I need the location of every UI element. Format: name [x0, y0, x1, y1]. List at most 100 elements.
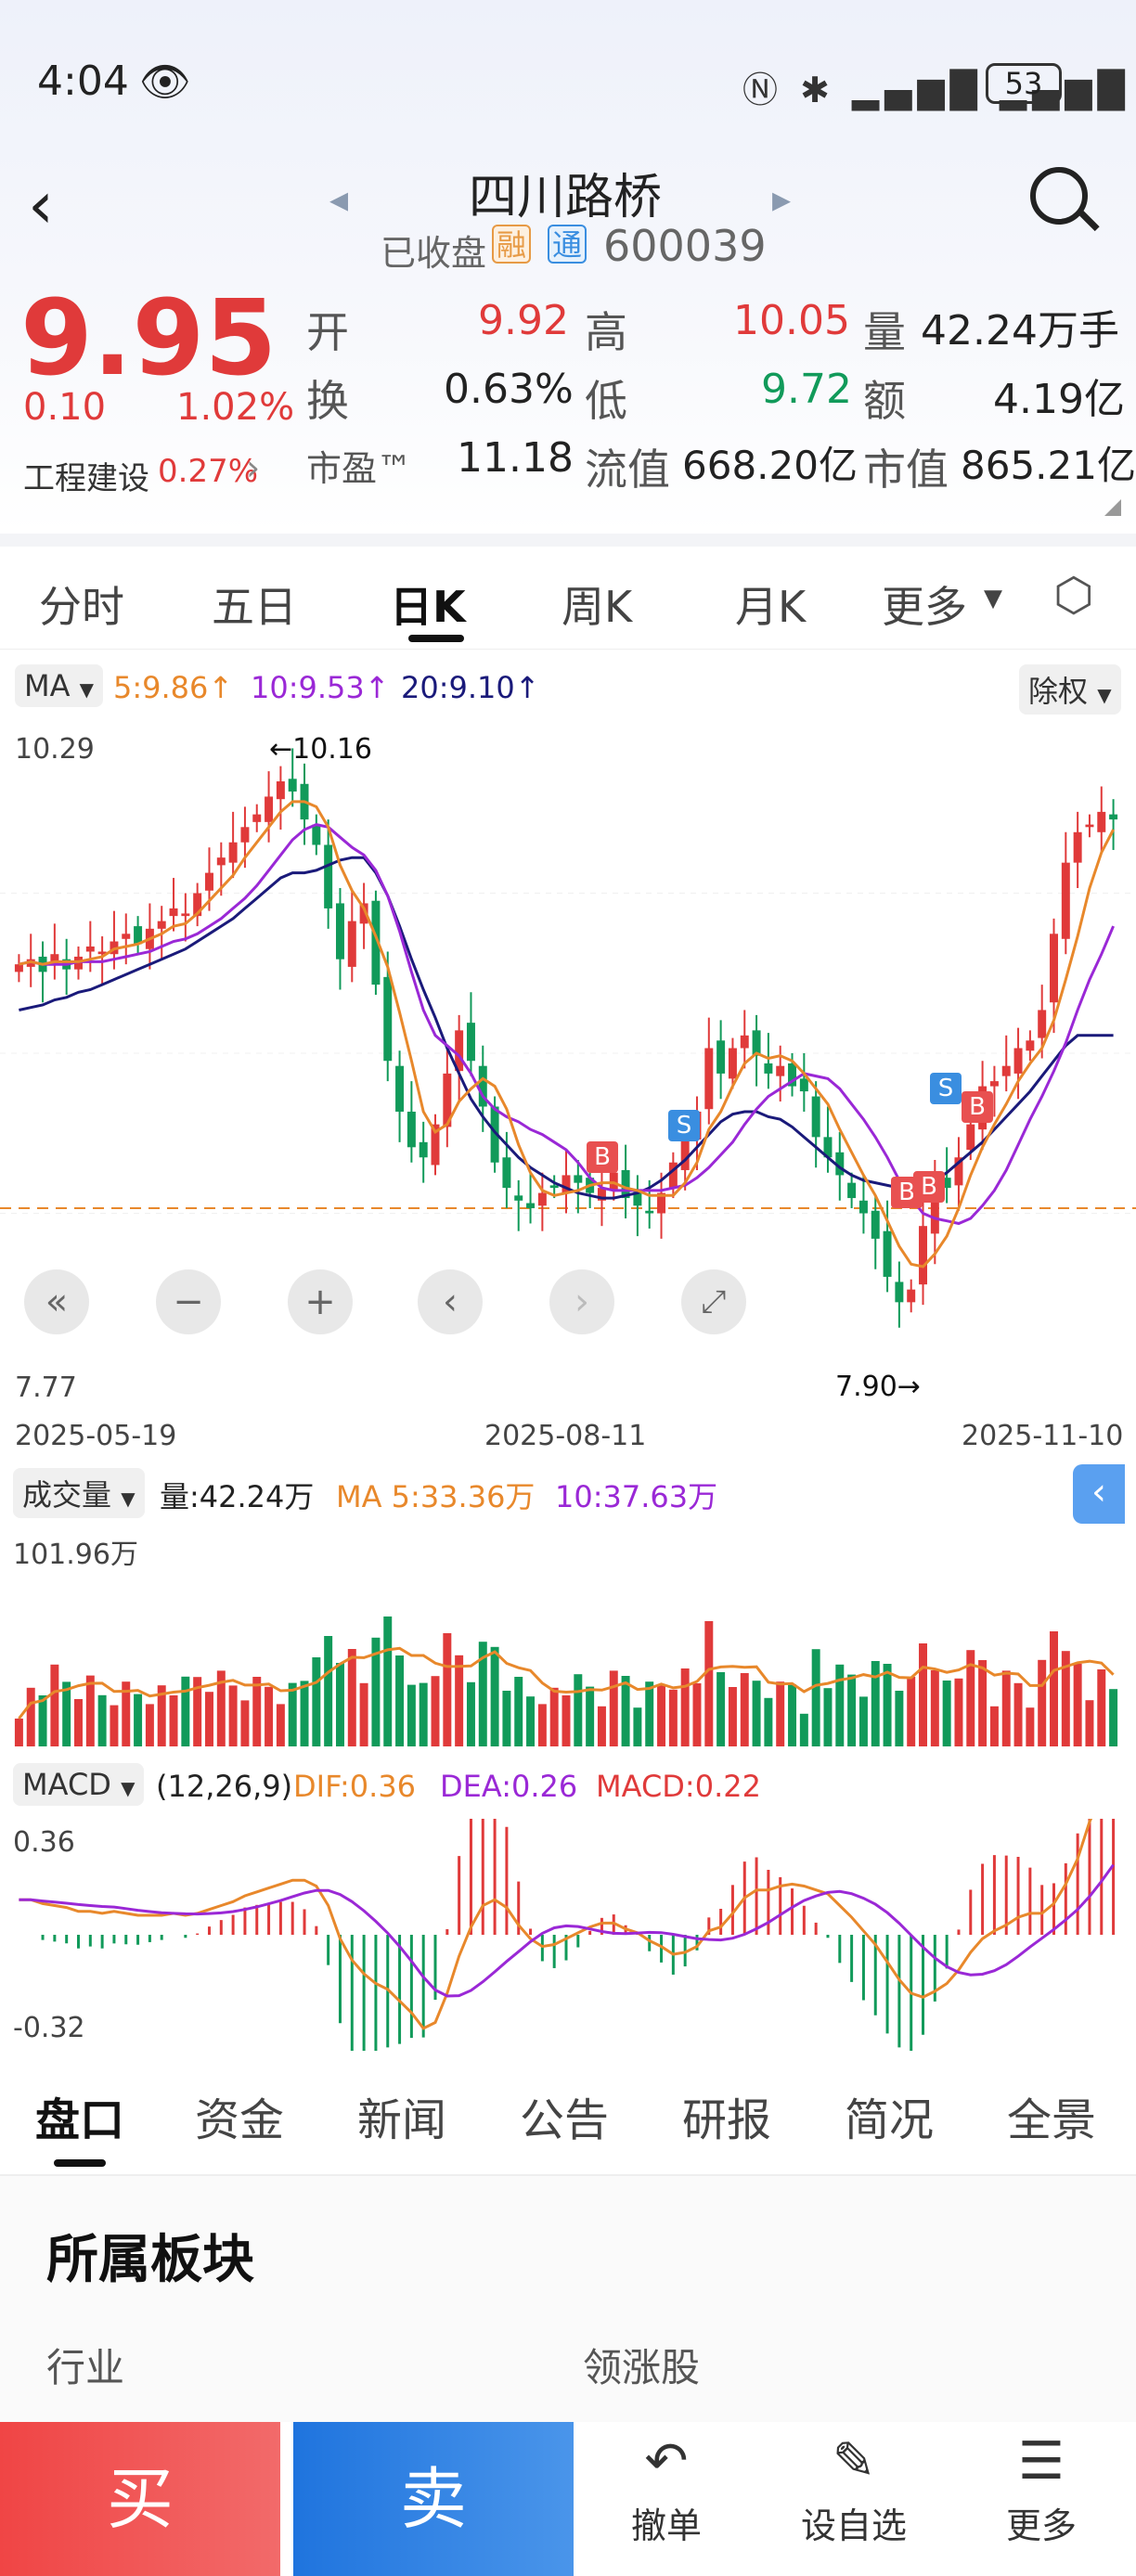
signal-icons: Ⓝ ✱ ▂▄▆█ ▂▄▆█ — [742, 70, 1130, 110]
tab-monthly-k[interactable]: 月K — [735, 582, 807, 632]
back-button[interactable]: ‹ — [28, 167, 54, 243]
tab-profile[interactable]: 简况 — [845, 2094, 935, 2146]
candle-body — [455, 1030, 464, 1072]
volume-chart[interactable] — [0, 1522, 1136, 1754]
dropdown-icon: ▼ — [121, 1488, 136, 1510]
next-stock-icon[interactable]: ▸ — [772, 178, 792, 221]
candle-body — [371, 900, 381, 985]
tab-intraday[interactable]: 分时 — [39, 582, 124, 632]
prev-stock-icon[interactable]: ◂ — [329, 178, 349, 221]
signal-sell[interactable]: S — [930, 1073, 962, 1104]
mcap-label: 市值 — [863, 444, 949, 495]
chart-tabs: 分时 五日 日K 周K 月K 更多 ▼ ⬡ — [0, 547, 1136, 650]
volume-bar — [1038, 1659, 1047, 1746]
menu-icon: ☰ — [1017, 2431, 1065, 2492]
volume-bar — [276, 1704, 285, 1746]
candle-body — [193, 893, 202, 917]
scroll-left-button[interactable]: ‹ — [418, 1269, 483, 1334]
price-change-pct: 1.02% — [176, 386, 295, 429]
volume-bar — [204, 1692, 213, 1746]
volume-bar — [1026, 1707, 1035, 1746]
volume-bar — [752, 1681, 761, 1746]
chevron-right-icon[interactable]: › — [246, 447, 261, 488]
tab-overview[interactable]: 全景 — [1007, 2094, 1097, 2146]
scroll-right-button[interactable]: › — [549, 1269, 614, 1334]
macd-dif-line — [19, 1819, 1093, 2030]
tab-five-day[interactable]: 五日 — [212, 582, 297, 632]
volume-bar — [490, 1646, 499, 1746]
volume-bar — [455, 1655, 464, 1746]
volume-bar — [252, 1677, 262, 1746]
tab-weekly-k[interactable]: 周K — [562, 582, 633, 632]
candle-body — [537, 1192, 547, 1206]
kline-chart[interactable] — [0, 724, 1136, 1410]
tab-more[interactable]: 更多 — [882, 582, 967, 632]
signal-buy[interactable]: B — [587, 1141, 618, 1173]
volume-bar — [799, 1713, 808, 1746]
zoom-in-button[interactable]: + — [288, 1269, 353, 1334]
indicator-select[interactable]: MA ▼ — [15, 664, 104, 707]
ma5-line — [19, 800, 1115, 1269]
fullscreen-button[interactable]: ⤢ — [681, 1269, 746, 1334]
signal-buy[interactable]: B — [962, 1091, 993, 1123]
candle-body — [752, 1030, 761, 1056]
volume-bar — [466, 1681, 475, 1746]
candle-body — [383, 976, 393, 1062]
sector-pct[interactable]: 0.27% — [158, 453, 259, 490]
search-icon[interactable] — [1030, 167, 1088, 225]
candle-body — [347, 921, 356, 967]
buy-button[interactable]: 买 — [0, 2422, 280, 2576]
volume-bar — [633, 1707, 642, 1746]
tab-order-book[interactable]: 盘口 — [35, 2094, 125, 2146]
collapse-panel-button[interactable]: ‹ — [1073, 1464, 1125, 1524]
zoom-out-button[interactable]: − — [156, 1269, 221, 1334]
tab-news[interactable]: 新闻 — [357, 2094, 447, 2146]
dropdown-icon: ▼ — [79, 678, 95, 701]
tab-announcements[interactable]: 公告 — [520, 2094, 610, 2146]
volume-bar — [728, 1687, 737, 1746]
connect-tag: 通 — [548, 225, 587, 264]
volume-bar — [692, 1683, 702, 1746]
tab-research[interactable]: 研报 — [682, 2094, 772, 2146]
rewind-button[interactable]: « — [24, 1269, 89, 1334]
add-watchlist-button[interactable]: ✎ 设自选 — [770, 2431, 937, 2548]
volume-bar — [907, 1677, 916, 1746]
macd-indicator-select[interactable]: MACD ▼ — [13, 1763, 145, 1806]
settings-hex-icon[interactable]: ⬡ — [1053, 568, 1094, 622]
dropdown-icon: ▼ — [121, 1777, 136, 1799]
volume-indicator-label: 成交量 — [22, 1477, 112, 1513]
volume-bar — [716, 1672, 726, 1746]
macd-dea: DEA:0.26 — [440, 1769, 578, 1804]
volume-bar — [847, 1674, 857, 1746]
sell-button[interactable]: 卖 — [293, 2422, 574, 2576]
volume-bar — [776, 1681, 785, 1746]
macd-value: MACD:0.22 — [596, 1769, 761, 1804]
candle-body — [1109, 814, 1118, 820]
volume-bar — [1085, 1700, 1094, 1746]
expand-corner-icon[interactable] — [1104, 499, 1121, 516]
edit-icon: ✎ — [832, 2431, 876, 2492]
volume-bar — [181, 1676, 190, 1746]
volume-bar — [359, 1682, 368, 1746]
sector-name[interactable]: 工程建设 — [23, 460, 149, 497]
more-button[interactable]: ☰ 更多 — [958, 2431, 1125, 2548]
signal-buy[interactable]: B — [913, 1171, 945, 1203]
candle-body — [1026, 1040, 1035, 1051]
candle-body — [50, 954, 59, 965]
candle-body — [204, 872, 213, 891]
volume-bar — [574, 1674, 583, 1746]
signal-sell[interactable]: S — [668, 1110, 700, 1141]
tab-fund-flow[interactable]: 资金 — [195, 2094, 285, 2146]
macd-chart[interactable] — [0, 1819, 1136, 2051]
volume-bar — [74, 1699, 83, 1746]
undo-icon: ↶ — [644, 2431, 689, 2492]
volume-indicator-select[interactable]: 成交量 ▼ — [13, 1468, 145, 1518]
volume-bar — [443, 1633, 452, 1746]
cancel-order-button[interactable]: ↶ 撤单 — [583, 2431, 750, 2548]
candle-body — [1097, 811, 1106, 832]
adjust-select[interactable]: 除权 ▼ — [1019, 664, 1121, 715]
volume-value: 42.24万手 — [921, 307, 1119, 354]
tab-daily-k[interactable]: 日K — [390, 582, 466, 632]
volume-y-top: 101.96万 — [13, 1539, 138, 1571]
candle-body — [134, 926, 143, 945]
